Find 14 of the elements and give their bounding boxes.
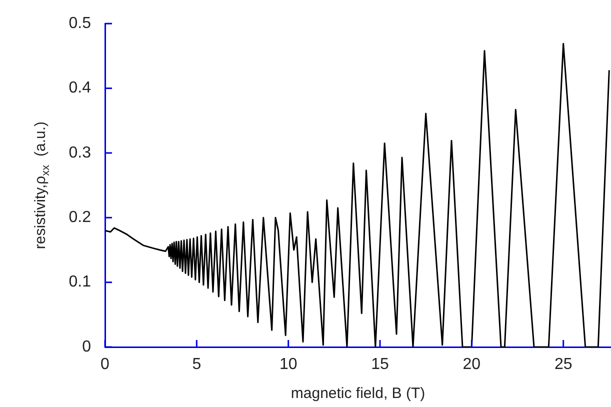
x-tick-label: 10 [279, 356, 298, 374]
y-tick-label: 0.4 [68, 80, 92, 97]
y-axis-title: resistivity,ρxx (a.u.) [32, 121, 52, 250]
x-tick-label: 20 [462, 356, 481, 374]
x-tick-label: 5 [192, 356, 202, 374]
y-tick-label: 0.1 [68, 274, 92, 291]
x-tick-label: 15 [371, 356, 389, 374]
y-tick-label: 0.5 [68, 15, 92, 32]
y-tick-label: 0.3 [68, 144, 92, 162]
y-tick-label: 0 [82, 338, 92, 356]
x-tick-label: 0 [100, 356, 110, 374]
y-tick-label: 0.2 [68, 209, 92, 226]
x-axis-title: magnetic field, B (T) [290, 385, 426, 402]
x-tick-label: 25 [554, 356, 572, 374]
